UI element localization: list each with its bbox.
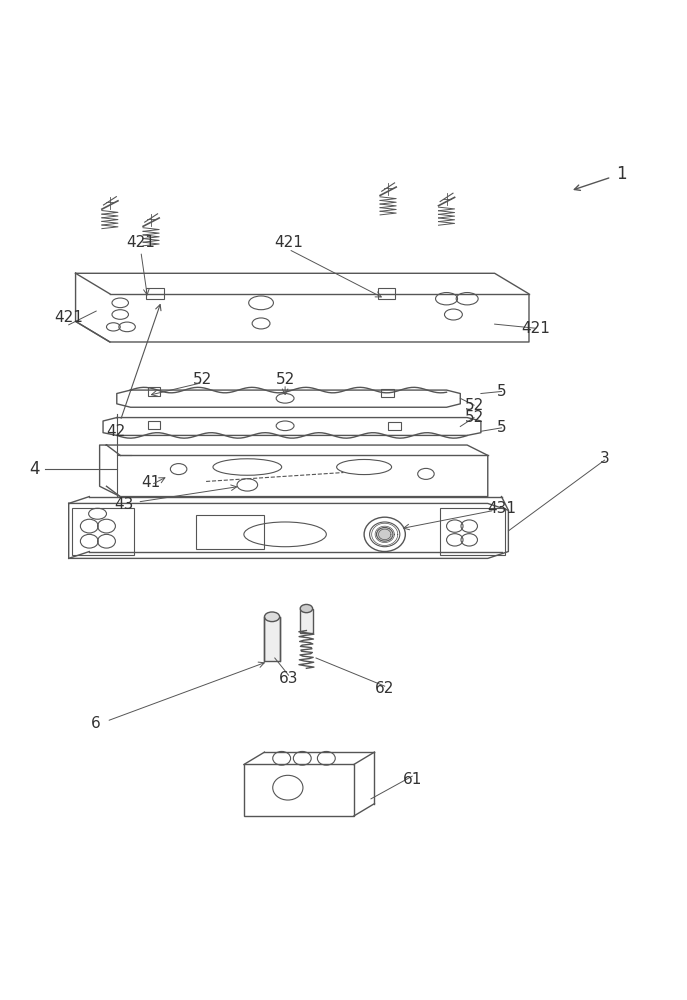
Bar (378, 288, 395, 299)
Bar (72, 508, 134, 555)
Bar (148, 421, 160, 429)
Bar (148, 387, 160, 396)
Bar (388, 422, 401, 430)
Text: 42: 42 (106, 424, 125, 439)
Ellipse shape (264, 612, 280, 622)
Text: 421: 421 (521, 321, 550, 336)
Text: 52: 52 (464, 410, 484, 425)
Text: 421: 421 (54, 310, 83, 325)
Text: 4: 4 (29, 460, 40, 478)
Text: 421: 421 (126, 235, 155, 250)
Text: 63: 63 (279, 671, 298, 686)
Bar (244, 764, 354, 816)
Text: 3: 3 (600, 451, 609, 466)
Ellipse shape (300, 604, 313, 613)
Bar (440, 508, 505, 555)
Text: 52: 52 (193, 372, 212, 387)
Text: 6: 6 (91, 716, 101, 731)
Text: 52: 52 (464, 398, 484, 413)
Text: 5: 5 (497, 384, 506, 399)
Text: 52: 52 (275, 372, 295, 387)
Bar (146, 288, 164, 299)
Bar (196, 515, 264, 549)
Ellipse shape (376, 527, 393, 541)
Text: 421: 421 (274, 235, 303, 250)
Text: 1: 1 (616, 165, 627, 183)
Text: 62: 62 (375, 681, 394, 696)
Text: 41: 41 (142, 475, 161, 490)
Bar (381, 389, 394, 397)
Bar (264, 617, 280, 661)
Text: 431: 431 (487, 501, 516, 516)
Bar (300, 609, 313, 633)
Text: 5: 5 (497, 420, 506, 435)
Text: 61: 61 (403, 772, 422, 787)
Text: 43: 43 (114, 497, 133, 512)
